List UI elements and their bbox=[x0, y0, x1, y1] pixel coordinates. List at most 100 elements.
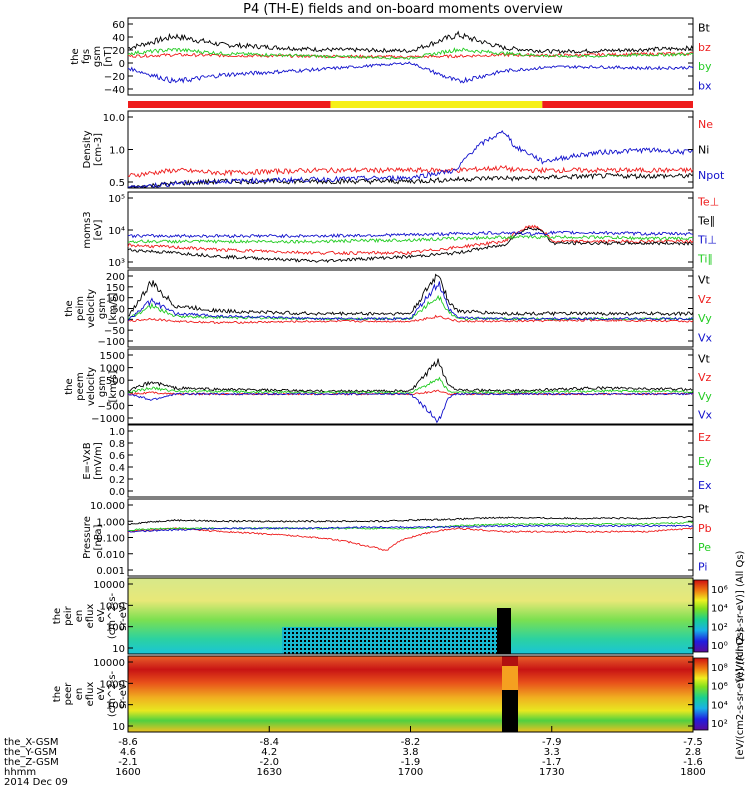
y-tick-label: 1000 bbox=[100, 601, 125, 612]
footer-row-label: the_Z-GSM bbox=[4, 757, 59, 768]
y-tick-label: 100 bbox=[106, 294, 125, 305]
y-axis-label: the bbox=[52, 608, 63, 624]
y-tick-label: 150 bbox=[106, 283, 125, 294]
colorbar-tick-label: 10² bbox=[711, 622, 728, 633]
legend-label: by bbox=[698, 60, 712, 73]
peer-spectrogram bbox=[128, 656, 693, 732]
y-tick-label: 10000 bbox=[93, 658, 125, 669]
legend-label: Npot bbox=[698, 169, 725, 182]
y-tick-label: 0.6 bbox=[109, 451, 125, 462]
y-tick-label: 10.0 bbox=[103, 113, 125, 124]
y-tick-label: 1000 bbox=[100, 679, 125, 690]
footer-value: 4.2 bbox=[261, 747, 277, 758]
series-line-Ti⊥ bbox=[127, 230, 694, 239]
y-axis-label: eV bbox=[96, 687, 107, 700]
panel-frame bbox=[127, 577, 694, 655]
panel-frame bbox=[127, 348, 694, 425]
legend-label: Pe bbox=[698, 541, 711, 554]
y-axis-label: en bbox=[74, 610, 85, 623]
legend-label: Ti⊥ bbox=[697, 234, 717, 247]
panel-mode-bar bbox=[128, 101, 693, 108]
y-axis-label: peir bbox=[63, 605, 74, 625]
colorbar-tick-label: 10⁸ bbox=[711, 663, 728, 674]
y-axis-label: eflux bbox=[85, 682, 96, 707]
y-axis-label: velocity bbox=[86, 367, 97, 406]
series-line-Vz bbox=[127, 314, 694, 324]
series-line-Ni bbox=[128, 172, 694, 189]
footer-value: 3.3 bbox=[544, 747, 560, 758]
footer-value: 4.6 bbox=[120, 747, 136, 758]
footer-date: 2014 Dec 09 bbox=[4, 777, 68, 788]
mode-segment bbox=[542, 101, 693, 108]
y-axis-label: (cm^2-s- bbox=[107, 670, 118, 717]
y-tick-label: 0.010 bbox=[96, 550, 125, 561]
footer-value: 1630 bbox=[257, 767, 282, 778]
y-tick-label: 50 bbox=[112, 305, 125, 316]
series-line-Vx bbox=[127, 392, 694, 424]
footer-value: 1700 bbox=[398, 767, 423, 778]
y-tick-label: −20 bbox=[104, 72, 125, 83]
y-axis-label: [nT] bbox=[103, 46, 114, 66]
y-axis-label: sr-eV) bbox=[118, 601, 129, 630]
y-tick-label: 1000 bbox=[100, 364, 125, 375]
legend-label: Ne bbox=[698, 118, 713, 131]
colorbar-label: [eV/(cm2-s-sr-eV)] (All Qs) bbox=[735, 628, 746, 759]
panel-frame bbox=[127, 424, 694, 498]
y-tick-label: 0.8 bbox=[109, 439, 125, 450]
colorbar-tick-label: 10² bbox=[711, 719, 728, 730]
peer-gap bbox=[502, 690, 518, 732]
footer-row-label: hhmm bbox=[4, 767, 36, 778]
footer-value: -8.6 bbox=[118, 737, 138, 748]
footer-value: -1.9 bbox=[401, 757, 421, 768]
legend-label: Vt bbox=[698, 274, 711, 287]
series-line-by bbox=[127, 47, 694, 60]
y-axis-label: the bbox=[64, 300, 75, 316]
legend-label: Vz bbox=[698, 293, 712, 306]
y-axis-label: Pressure bbox=[82, 516, 93, 559]
peir-colorbar bbox=[693, 579, 709, 653]
series-line-Vt bbox=[127, 358, 694, 393]
panel-frame bbox=[127, 17, 694, 96]
footer-value: -2.1 bbox=[118, 757, 138, 768]
y-tick-label: 10³ bbox=[108, 258, 125, 269]
panel-peir: 10⁶ 10⁴ 10² 10⁰ [eV/(cm2-s-sr-eV)] (All Qs) 1… bbox=[52, 550, 746, 681]
y-axis-label: E=-VxB bbox=[82, 442, 93, 479]
footer-value: -2.0 bbox=[259, 757, 279, 768]
series-line-Pb bbox=[127, 527, 694, 551]
y-tick-label: 1.0 bbox=[109, 146, 125, 157]
peer-colorbar bbox=[693, 657, 709, 731]
y-tick-label: 100 bbox=[106, 623, 125, 634]
y-tick-label: −100 bbox=[98, 337, 125, 348]
legend-label: Vx bbox=[698, 409, 713, 422]
mode-segment bbox=[330, 101, 543, 108]
legend-label: Bt bbox=[698, 22, 711, 35]
y-axis-label: [eV] bbox=[93, 220, 104, 241]
y-axis-label: the bbox=[64, 378, 75, 394]
y-tick-label: 200 bbox=[106, 272, 125, 283]
colorbar-tick-label: 10⁶ bbox=[711, 585, 728, 596]
legend-label: Vz bbox=[698, 371, 712, 384]
series-line-Vz bbox=[127, 389, 694, 396]
y-tick-label: 10⁴ bbox=[108, 226, 125, 237]
y-tick-label: −50 bbox=[104, 326, 125, 337]
y-tick-label: 0 bbox=[119, 389, 125, 400]
y-tick-label: 100 bbox=[106, 701, 125, 712]
series-line-Pt bbox=[127, 516, 694, 525]
legend-label: Te∥ bbox=[697, 215, 715, 228]
y-axis-label: (cm^2-s- bbox=[107, 592, 118, 639]
y-axis-label: peim bbox=[75, 296, 86, 321]
legend-label: Ti∥ bbox=[697, 253, 713, 266]
series-line-Npot bbox=[128, 130, 694, 188]
y-axis-label: eflux bbox=[85, 604, 96, 629]
legend-label: Vx bbox=[698, 331, 713, 344]
footer-value: -1.6 bbox=[683, 757, 703, 768]
colorbar-label: [eV/(cm2-s-sr-eV)] (All Qs) bbox=[735, 550, 746, 681]
footer-value: -7.9 bbox=[542, 737, 562, 748]
footer-value: -8.2 bbox=[401, 737, 421, 748]
chart-title: P4 (TH-E) fields and on-board moments ov… bbox=[243, 2, 563, 17]
panel-temperature: 10⁵ 10⁴ 10³ moms3 [eV] Te⊥ Te∥ Ti⊥ Ti∥ bbox=[82, 191, 719, 269]
colorbar-tick-label: 10⁴ bbox=[711, 604, 728, 615]
y-tick-label: 0.001 bbox=[96, 566, 125, 577]
